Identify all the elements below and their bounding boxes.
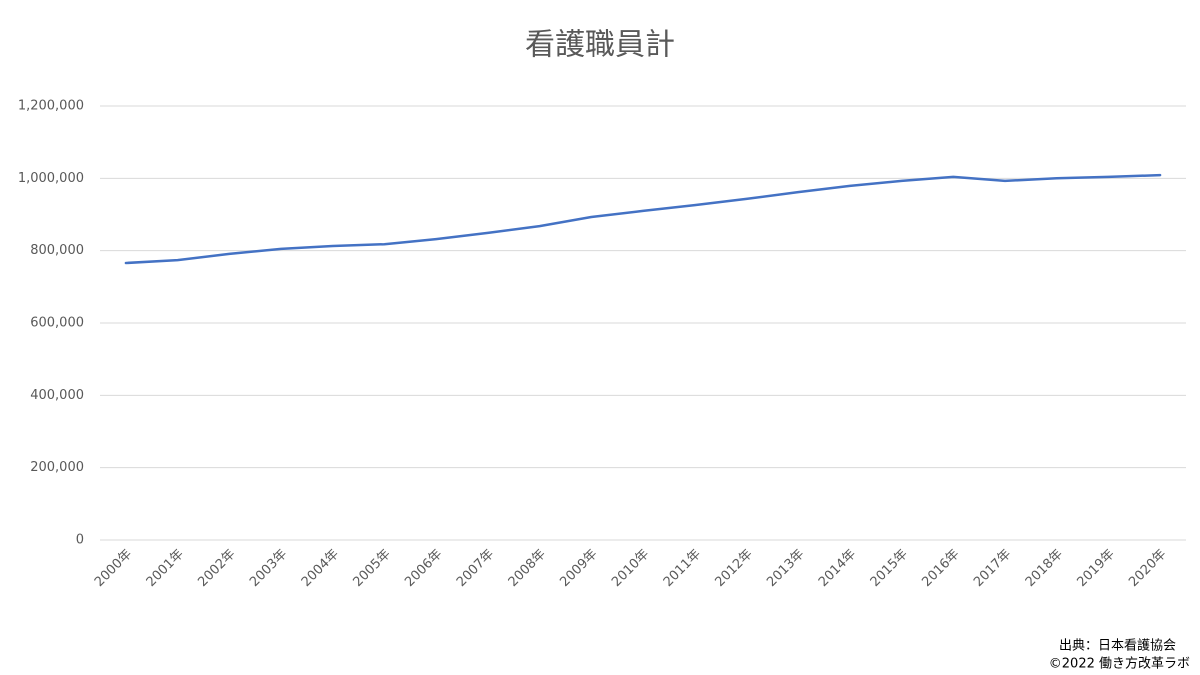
x-tick-label: 2020年 [1126,547,1169,590]
x-tick-label: 2015年 [868,547,911,590]
chart-title: 看護職員計 [525,28,675,63]
x-tick-label: 2010年 [609,547,652,590]
x-tick-label: 2001年 [144,547,187,590]
x-tick-label: 2007年 [454,547,497,590]
copyright-note: ©2022 働き方改革ラボ [1049,656,1190,672]
y-tick-label: 1,000,000 [18,171,84,186]
x-tick-label: 2005年 [351,547,394,590]
y-tick-label: 200,000 [30,460,84,475]
y-tick-label: 1,200,000 [18,99,84,114]
x-tick-label: 2006年 [402,547,445,590]
x-tick-label: 2009年 [557,547,600,590]
x-tick-label: 2016年 [919,547,962,590]
x-tick-label: 2014年 [816,547,859,590]
x-tick-label: 2002年 [195,547,238,590]
y-tick-label: 600,000 [30,316,84,331]
x-tick-label: 2012年 [713,547,756,590]
x-tick-label: 2013年 [764,547,807,590]
source-note: 出典：日本看護協会 [1059,638,1176,654]
x-tick-label: 2018年 [1023,547,1066,590]
x-tick-label: 2019年 [1075,547,1118,590]
x-tick-label: 2008年 [506,547,549,590]
y-tick-label: 400,000 [30,388,84,403]
x-tick-label: 2004年 [299,547,342,590]
x-tick-label: 2017年 [971,547,1014,590]
y-tick-label: 0 [76,533,84,548]
y-tick-label: 800,000 [30,243,84,258]
x-tick-label: 2011年 [661,547,704,590]
x-tick-label: 2003年 [247,547,290,590]
data-line [124,173,1162,265]
x-tick-label: 2000年 [92,547,135,590]
